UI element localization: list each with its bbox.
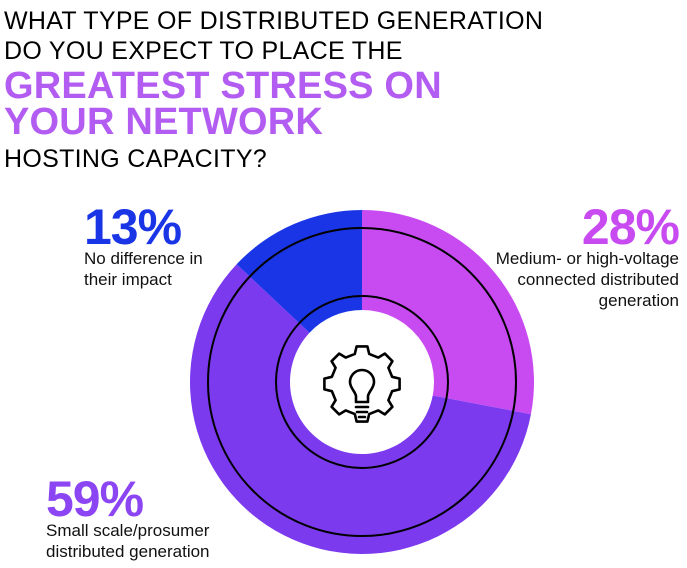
inner-guide-ring xyxy=(275,295,449,469)
pct-small-scale: 59% xyxy=(46,471,144,527)
slice-medium-high-voltage xyxy=(362,210,534,415)
pct-no-difference: 13% xyxy=(84,199,182,255)
title-line-3: HOSTING CAPACITY? xyxy=(4,145,268,173)
title-highlight-1: GREATEST STRESS ON xyxy=(4,65,442,107)
title-line-1: WHAT TYPE OF DISTRIBUTED GENERATION xyxy=(4,7,544,35)
label-medium-high-voltage-line1: Medium- or high-voltage xyxy=(495,249,679,268)
label-medium-high-voltage-line3: generation xyxy=(598,291,679,310)
title-line-2: DO YOU EXPECT TO PLACE THE xyxy=(4,37,403,65)
label-medium-high-voltage-line2: connected distributed xyxy=(517,270,679,289)
outer-guide-ring xyxy=(207,227,517,537)
label-no-difference: No difference in their impact xyxy=(84,248,254,290)
slice-small-scale xyxy=(190,264,531,554)
label-no-difference-line2: their impact xyxy=(84,270,172,289)
label-small-scale: Small scale/prosumer distributed generat… xyxy=(46,520,306,562)
title-highlight-2: YOUR NETWORK xyxy=(4,101,324,143)
label-medium-high-voltage: Medium- or high-voltage connected distri… xyxy=(459,248,679,311)
pct-medium-high-voltage: 28% xyxy=(581,199,680,255)
label-small-scale-line1: Small scale/prosumer xyxy=(46,521,210,540)
label-small-scale-line2: distributed generation xyxy=(46,542,210,561)
chart-title: WHAT TYPE OF DISTRIBUTED GENERATION DO Y… xyxy=(4,6,604,174)
label-no-difference-line1: No difference in xyxy=(84,249,203,268)
lightbulb-gear-icon xyxy=(323,345,401,423)
